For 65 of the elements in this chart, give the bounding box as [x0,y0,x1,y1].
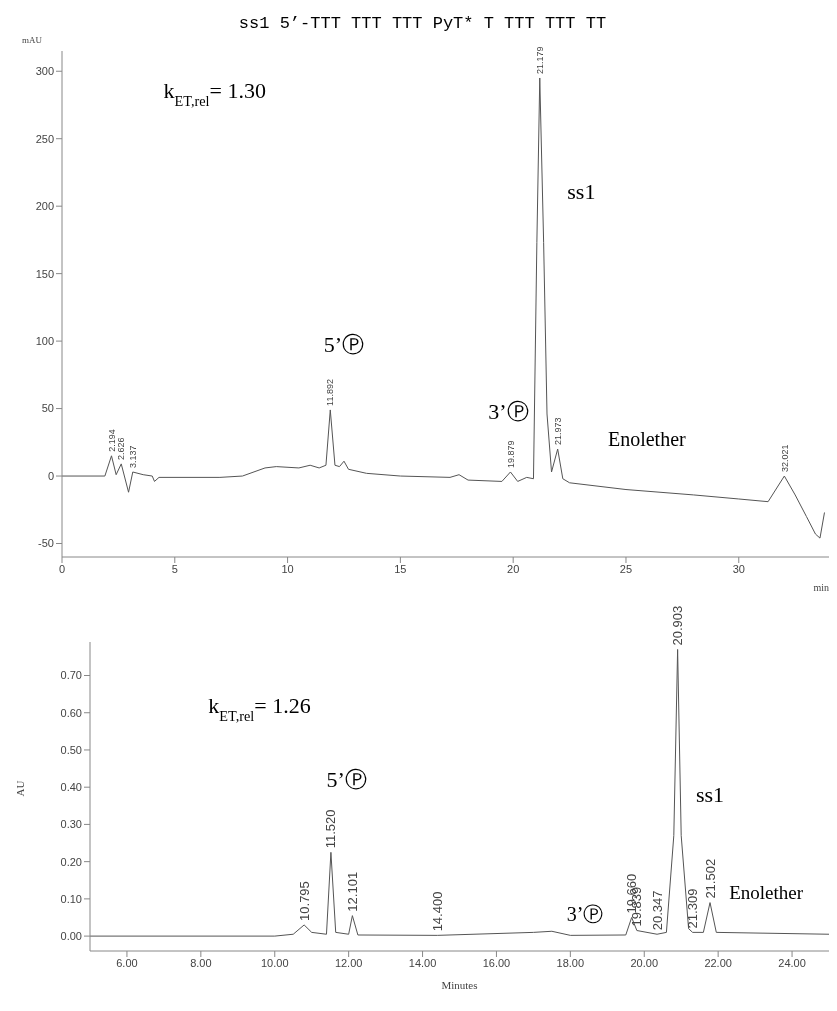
annotation: ss1 [695,782,725,808]
annotation: 10.795 [296,881,312,921]
annotation: 21.973 [552,417,563,446]
annotation: 2.626 [116,437,127,460]
x-tick-label: 6.00 [116,956,138,969]
annotation: k$_{ET,rel}$= 1.30 [163,78,266,110]
x-tick-label: 12.00 [334,956,363,969]
y-tick-label: 50 [41,402,54,415]
y-tick-label: -50 [38,537,54,550]
y-axis-title: AU [13,780,26,797]
annotation: 32.021 [779,444,790,473]
x-tick-label: 18.00 [556,956,585,969]
x-tick-label: 10.00 [260,956,289,969]
annotation: 11.520 [323,809,339,849]
y-tick-label: 0 [47,469,54,482]
y-axis-title: mAU [22,35,43,46]
annotation: 3’Ⓟ [566,903,604,926]
annotation: Enolether [607,428,687,451]
x-tick-label: 24.00 [778,956,806,969]
x-tick-label: 20 [507,562,520,575]
x-tick-label: 15 [394,562,407,575]
line-series [90,648,829,937]
y-tick-label: 0.50 [60,743,82,756]
annotation: 3’Ⓟ [488,399,529,425]
x-tick-label: 20.00 [630,956,659,969]
x-tick-label: 16.00 [482,956,511,969]
x-axis-title: Minutes [441,979,478,991]
x-tick-label: 5 [171,562,178,575]
annotation: 5’Ⓟ [326,767,367,793]
x-tick-label: 25 [619,562,633,575]
chart-title: ss1 5’-TTT TTT TTT PyT* T TTT TTT TT [237,13,608,35]
x-tick-label: 10 [281,562,294,575]
annotation: ss1 [567,179,596,205]
annotation: 12.101 [344,871,360,912]
x-tick-label: 8.00 [190,956,212,969]
y-tick-label: 0.30 [60,818,82,831]
x-tick-label: 30 [732,562,745,575]
y-tick-label: 0.40 [60,781,82,794]
y-tick-label: 0.60 [60,706,82,719]
annotation: Enolether [729,881,804,903]
line-series [62,77,825,539]
annotation: 20.903 [670,605,686,646]
annotation: 21.309 [685,888,701,929]
y-tick-label: 0.20 [60,855,82,868]
annotation: 3.137 [127,445,138,468]
annotation: 14.400 [429,891,445,932]
y-tick-label: 100 [35,335,54,348]
x-tick-label: 22.00 [704,956,732,969]
annotation: k$_{ET,rel}$= 1.26 [208,692,311,724]
annotation: 11.892 [325,379,336,406]
x-tick-label: 14.00 [408,956,437,969]
annotation: 20.347 [649,890,665,931]
y-tick-label: 0.00 [60,930,82,943]
annotation: 19.879 [505,440,516,468]
x-axis-title: min [813,582,829,593]
y-tick-label: 300 [35,65,54,78]
annotation: 2.194 [106,429,117,452]
y-tick-label: 0.70 [60,669,82,682]
y-tick-label: 250 [35,132,54,145]
y-tick-label: 0.10 [60,892,82,905]
y-tick-label: 200 [35,200,54,213]
annotation: 21.179 [534,46,545,74]
annotation: 21.502 [702,858,718,899]
annotation: 5’Ⓟ [323,331,365,357]
y-tick-label: 150 [35,267,54,280]
